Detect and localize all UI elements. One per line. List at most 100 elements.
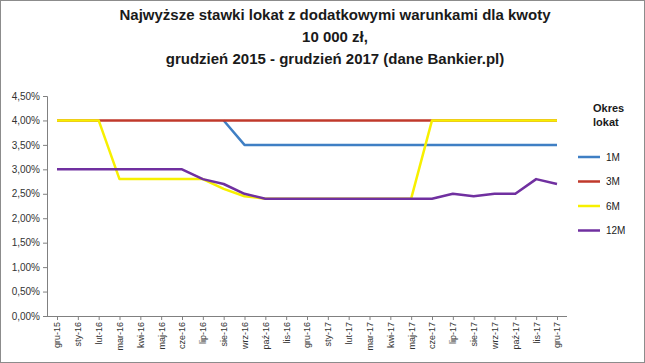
y-tick: 2,00% xyxy=(12,213,47,224)
y-tick-mark xyxy=(43,267,47,268)
x-tick-label: maj-17 xyxy=(407,322,417,350)
x-tick-mark xyxy=(286,316,287,320)
x-tick-mark xyxy=(57,316,58,320)
legend-swatch xyxy=(578,229,600,232)
x-tick: lut-17 xyxy=(344,316,354,345)
x-tick-mark xyxy=(370,316,371,320)
x-tick-label: lip-17 xyxy=(448,322,458,344)
legend-swatch xyxy=(578,205,600,208)
x-tick-mark xyxy=(474,316,475,320)
x-tick-label: maj-16 xyxy=(157,322,167,350)
y-tick: 3,00% xyxy=(12,164,47,175)
x-tick-mark xyxy=(390,316,391,320)
legend-label: 12M xyxy=(606,225,625,236)
y-tick-mark xyxy=(43,243,47,244)
x-tick-label: gru-16 xyxy=(302,322,312,348)
x-tick-label: paź-17 xyxy=(511,322,521,350)
x-tick-label: wrz-17 xyxy=(490,322,500,350)
series-line xyxy=(57,169,557,198)
x-tick-mark xyxy=(495,316,496,320)
y-tick-mark xyxy=(43,169,47,170)
series-line xyxy=(224,120,557,144)
x-tick: mar-17 xyxy=(365,316,375,351)
x-tick: maj-17 xyxy=(407,316,417,350)
x-tick-mark xyxy=(161,316,162,320)
x-tick: paź-17 xyxy=(511,316,521,350)
x-tick-label: kwi-17 xyxy=(386,322,396,348)
x-tick-mark xyxy=(265,316,266,320)
x-tick-label: wrz-16 xyxy=(240,322,250,350)
background xyxy=(1,1,645,363)
x-tick-label: gru-15 xyxy=(52,322,62,348)
x-tick-mark xyxy=(140,316,141,320)
legend: Okreslokat1M3M6M12M xyxy=(578,102,625,236)
x-tick-mark xyxy=(203,316,204,320)
x-tick-label: sty-16 xyxy=(73,322,83,347)
y-tick-label: 1,50% xyxy=(12,237,40,248)
chart: Najwyższe stawki lokat z dodatkowymi war… xyxy=(0,0,645,363)
y-tick-label: 2,50% xyxy=(12,188,40,199)
x-tick: maj-16 xyxy=(157,316,167,350)
x-tick: sty-16 xyxy=(73,316,83,347)
title: 10 000 zł, xyxy=(302,28,368,45)
x-tick: sty-17 xyxy=(323,316,333,347)
x-tick: wrz-17 xyxy=(490,316,500,350)
x-tick: lip-16 xyxy=(198,316,208,344)
y-tick-mark xyxy=(43,194,47,195)
y-axis-line xyxy=(43,97,48,317)
x-tick-mark xyxy=(307,316,308,320)
x-tick-label: gru-17 xyxy=(552,322,562,348)
legend-swatch xyxy=(578,156,600,159)
x-tick-label: lip-16 xyxy=(198,322,208,344)
y-tick-mark xyxy=(43,218,47,219)
x-tick-mark xyxy=(245,316,246,320)
x-tick-label: mar-16 xyxy=(115,322,125,351)
x-tick-mark xyxy=(349,316,350,320)
x-tick-mark xyxy=(78,316,79,320)
x-tick-mark xyxy=(515,316,516,320)
y-tick-label: 3,50% xyxy=(12,140,40,151)
x-tick: cze-16 xyxy=(177,316,187,349)
x-tick: gru-17 xyxy=(552,316,562,348)
y-tick-label: 0,00% xyxy=(12,311,40,322)
y-tick: 0,50% xyxy=(12,286,47,297)
x-tick-mark xyxy=(536,316,537,320)
legend-label: 6M xyxy=(606,201,620,212)
y-tick-label: 4,50% xyxy=(12,91,40,102)
y-tick: 4,50% xyxy=(12,91,47,102)
x-tick-label: lut-16 xyxy=(94,322,104,345)
y-tick-mark xyxy=(43,120,47,121)
x-tick-mark xyxy=(453,316,454,320)
x-tick: gru-15 xyxy=(52,316,62,348)
y-axis: 0,00% 0,50% 1,00% 1,50% 2,00% 2,50% 3,00% 3,50%… xyxy=(12,91,48,322)
y-tick-mark xyxy=(43,292,47,293)
x-tick: sie-16 xyxy=(219,316,229,347)
y-tick: 0,00% xyxy=(12,311,47,322)
x-tick-mark xyxy=(328,316,329,320)
x-tick-label: lut-17 xyxy=(344,322,354,345)
x-tick: paź-16 xyxy=(261,316,271,350)
x-tick-label: paź-16 xyxy=(261,322,271,350)
legend-label: 3M xyxy=(606,176,620,187)
x-tick-label: lis-17 xyxy=(532,322,542,344)
y-tick: 1,00% xyxy=(12,262,47,273)
x-tick-label: sie-17 xyxy=(469,322,479,347)
x-tick-mark xyxy=(411,316,412,320)
x-tick-mark xyxy=(224,316,225,320)
x-tick: wrz-16 xyxy=(240,316,250,350)
x-tick-label: sty-17 xyxy=(323,322,333,347)
y-tick-mark xyxy=(43,316,47,317)
series-line xyxy=(57,120,557,198)
x-tick-label: sie-16 xyxy=(219,322,229,347)
x-tick: kwi-17 xyxy=(386,316,396,348)
x-tick: lut-16 xyxy=(94,316,104,345)
x-tick-label: cze-17 xyxy=(427,322,437,349)
x-tick-mark xyxy=(432,316,433,320)
x-tick-label: kwi-16 xyxy=(136,322,146,348)
x-tick-mark xyxy=(120,316,121,320)
x-tick: gru-16 xyxy=(302,316,312,348)
x-tick-label: lis-16 xyxy=(282,322,292,344)
y-tick-mark xyxy=(43,96,47,97)
legend-swatch xyxy=(578,180,600,183)
y-tick-label: 4,00% xyxy=(12,115,40,126)
